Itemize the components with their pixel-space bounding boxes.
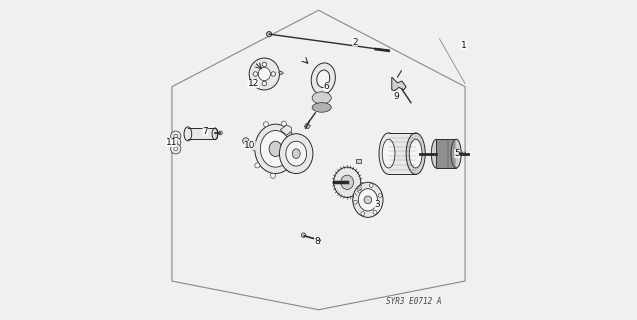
Ellipse shape bbox=[431, 139, 441, 168]
Circle shape bbox=[171, 131, 181, 141]
Circle shape bbox=[262, 62, 266, 67]
Ellipse shape bbox=[317, 70, 330, 87]
Ellipse shape bbox=[379, 133, 398, 174]
Circle shape bbox=[266, 32, 271, 37]
Ellipse shape bbox=[258, 67, 270, 81]
Ellipse shape bbox=[353, 182, 383, 217]
Ellipse shape bbox=[261, 131, 290, 167]
Circle shape bbox=[218, 131, 222, 135]
Ellipse shape bbox=[341, 175, 354, 189]
Polygon shape bbox=[304, 123, 310, 129]
Circle shape bbox=[174, 147, 178, 151]
Ellipse shape bbox=[311, 63, 335, 95]
Ellipse shape bbox=[269, 141, 282, 156]
Circle shape bbox=[369, 183, 373, 187]
Ellipse shape bbox=[212, 128, 218, 140]
Circle shape bbox=[171, 137, 181, 148]
Ellipse shape bbox=[312, 103, 331, 112]
Circle shape bbox=[174, 134, 178, 138]
Circle shape bbox=[271, 72, 275, 76]
Text: 8: 8 bbox=[314, 237, 320, 246]
Circle shape bbox=[262, 81, 266, 86]
Circle shape bbox=[263, 122, 268, 127]
Circle shape bbox=[294, 136, 299, 141]
Text: 2: 2 bbox=[352, 38, 358, 47]
Ellipse shape bbox=[185, 128, 190, 140]
Ellipse shape bbox=[382, 139, 395, 168]
Circle shape bbox=[301, 233, 306, 237]
Circle shape bbox=[174, 140, 178, 144]
Ellipse shape bbox=[286, 141, 306, 166]
Circle shape bbox=[243, 138, 249, 144]
Text: 10: 10 bbox=[244, 141, 255, 150]
Circle shape bbox=[282, 121, 287, 126]
Polygon shape bbox=[278, 71, 283, 75]
Text: 3: 3 bbox=[375, 200, 380, 209]
Text: 5: 5 bbox=[454, 149, 460, 158]
Ellipse shape bbox=[359, 189, 378, 211]
Ellipse shape bbox=[184, 127, 192, 141]
Text: SYR3 E0712 A: SYR3 E0712 A bbox=[386, 297, 442, 306]
Ellipse shape bbox=[255, 124, 296, 173]
Bar bbox=[188, 128, 215, 140]
Circle shape bbox=[373, 210, 377, 214]
Ellipse shape bbox=[292, 149, 300, 158]
Circle shape bbox=[255, 163, 260, 168]
Text: 1: 1 bbox=[461, 41, 466, 50]
Bar bbox=[356, 159, 361, 163]
Circle shape bbox=[364, 196, 372, 204]
Ellipse shape bbox=[410, 139, 422, 168]
Text: 7: 7 bbox=[203, 127, 208, 136]
Ellipse shape bbox=[249, 58, 280, 90]
Ellipse shape bbox=[406, 133, 426, 174]
Text: 11: 11 bbox=[166, 138, 177, 147]
Circle shape bbox=[378, 194, 382, 197]
Polygon shape bbox=[280, 125, 291, 135]
Polygon shape bbox=[392, 77, 406, 91]
Circle shape bbox=[354, 200, 357, 204]
Bar bbox=[389, 133, 416, 174]
Ellipse shape bbox=[312, 92, 331, 104]
Circle shape bbox=[171, 144, 181, 154]
Circle shape bbox=[361, 212, 365, 215]
Ellipse shape bbox=[334, 167, 361, 197]
Text: 12: 12 bbox=[248, 79, 259, 88]
Circle shape bbox=[270, 173, 275, 178]
Bar bbox=[436, 139, 456, 168]
Circle shape bbox=[287, 167, 292, 172]
Circle shape bbox=[357, 187, 361, 191]
Ellipse shape bbox=[451, 139, 461, 168]
Text: 6: 6 bbox=[324, 82, 329, 91]
Ellipse shape bbox=[280, 134, 313, 173]
Circle shape bbox=[253, 72, 257, 76]
Text: 9: 9 bbox=[394, 92, 399, 101]
